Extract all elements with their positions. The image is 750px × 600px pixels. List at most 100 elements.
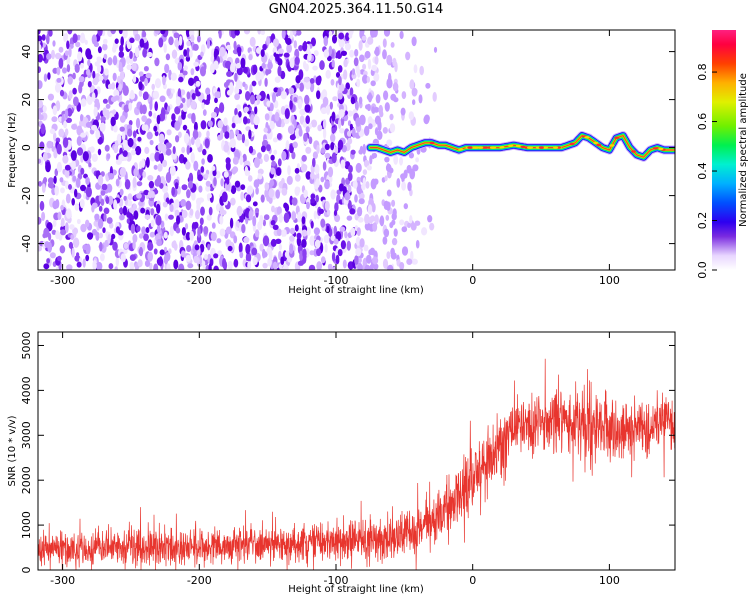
heatmap-noise-cell [166,129,172,136]
heatmap-noise-cell [38,158,42,164]
heatmap-noise-cell [288,144,294,154]
heatmap-noise-cell [289,134,296,141]
heatmap-noise-cell [301,229,308,237]
heatmap-noise-cell [373,263,379,270]
heatmap-noise-cell [354,194,358,203]
heatmap-noise-cell [128,207,135,214]
heatmap-noise-cell [134,33,141,41]
heatmap-noise-cell [160,220,165,228]
heatmap-noise-cell [219,46,226,57]
heatmap-noise-cell [149,231,156,238]
heatmap-noise-cell [52,40,56,47]
heatmap-noise-cell [234,30,240,36]
heatmap-noise-cell [141,226,147,235]
heatmap-noise-cell [289,30,293,40]
heatmap-noise-cell [294,167,300,174]
heatmap-noise-cell [82,258,86,268]
snr-series-line [38,358,675,570]
snr-y-ticks: 0 1000 2000 3000 4000 5000 [20,331,675,574]
heatmap-noise-cell [186,47,190,58]
heatmap-noise-cell [330,142,335,151]
heatmap-noise-cell [331,59,335,68]
heatmap-noise-cell [198,185,203,193]
heatmap-noise-cell [364,50,371,59]
heatmap-noise-cell [75,41,81,48]
heatmap-noise-cell [76,125,83,136]
heatmap-ridge-peak [631,150,637,153]
heatmap-noise-cell [200,51,204,57]
heatmap-noise-cell [418,94,423,104]
heatmap-noise-cell [243,66,248,74]
heatmap-noise-cell [399,262,405,270]
heatmap-noise-cell [391,199,396,207]
heatmap-noise-cell [260,145,266,153]
snr-x-axis-label: Height of straight line (km) [288,584,424,595]
heatmap-noise-cell [301,154,307,162]
heatmap-noise-cell [118,30,123,35]
colorbar-label: Normalized spectral amplitude [738,73,749,227]
heatmap-ridge-peak [458,148,464,151]
heatmap-noise-cell [276,133,282,140]
heatmap-noise-cell [118,154,124,162]
snr-y-tick-label: 3000 [20,421,33,449]
heatmap-noise-cell [367,58,372,70]
heatmap-noise-cell [335,254,340,265]
heatmap-noise-cell [289,235,295,242]
heatmap-noise-cell [204,173,209,179]
heatmap-noise-cell [410,250,414,262]
heatmap-noise-cell [332,96,338,102]
heatmap-noise-cell [345,32,350,42]
heatmap-noise-cell [54,185,59,196]
heatmap-noise-cell [139,161,143,170]
heatmap-noise-cell [156,225,161,233]
heatmap-noise-cell [100,253,105,262]
heatmap-noise-cell [94,98,100,105]
heatmap-noise-cell [301,216,306,225]
heatmap-noise-cell [107,234,111,244]
heatmap-noise-cell [220,178,224,187]
heatmap-noise-cell [97,30,103,37]
heatmap-noise-cell [49,252,56,259]
heatmap-noise-cell [181,111,186,120]
heatmap-noise-cell [211,165,216,171]
heatmap-noise-cell [208,263,212,270]
heatmap-noise-cell [386,251,391,259]
heatmap-noise-cell [245,243,251,255]
heatmap-noise-cell [97,174,104,186]
heatmap-noise-cell [156,239,163,247]
heatmap-noise-cell [303,76,310,83]
heatmap-noise-cell [361,35,367,41]
heatmap-noise-cell [107,83,113,90]
heatmap-noise-cell [235,220,240,228]
heatmap-noise-cell [304,94,310,105]
heatmap-noise-cell [183,132,190,144]
heatmap-noise-cell [66,40,70,50]
heatmap-noise-cell [303,132,308,142]
heatmap-noise-cell [257,30,262,35]
heatmap-noise-cell [165,142,172,149]
heatmap-noise-cell [168,214,174,220]
heatmap-noise-cell [129,261,135,270]
heatmap-noise-cell [200,120,207,130]
heatmap-noise-cell [114,95,120,101]
heatmap-noise-cell [363,244,369,252]
heatmap-noise-cell [143,233,149,242]
heatmap-ridge-peak [658,147,664,151]
heatmap-noise-cell [251,80,257,87]
heatmap-noise-cell [51,116,58,123]
heatmap-noise-cell [103,38,108,45]
heatmap-noise-cell [76,218,81,225]
heatmap-noise-cell [348,165,353,173]
heatmap-noise-cell [273,87,279,93]
heatmap-noise-cell [59,245,66,254]
heatmap-noise-cell [91,202,98,209]
heatmap-noise-cell [324,180,330,190]
heatmap-noise-cell [274,76,281,83]
heatmap-noise-cell [367,92,373,103]
heatmap-noise-cell [129,37,135,44]
heatmap-noise-cell [253,179,260,189]
heatmap-noise-cell [230,185,237,195]
heatmap-noise-cell [407,181,412,192]
heatmap-noise-cell [72,175,77,182]
heatmap-noise-cell [207,154,213,163]
